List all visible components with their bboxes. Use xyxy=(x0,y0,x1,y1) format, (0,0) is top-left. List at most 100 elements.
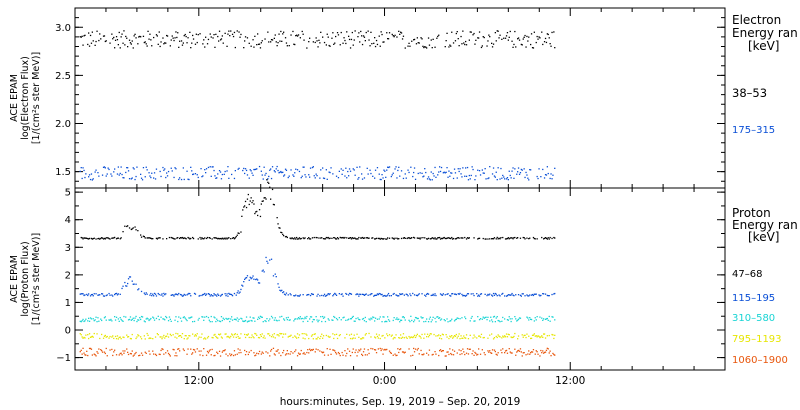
data-point xyxy=(514,236,516,239)
data-point xyxy=(446,318,448,320)
data-point xyxy=(207,293,210,295)
data-point xyxy=(166,172,168,174)
data-point xyxy=(503,176,505,178)
data-point xyxy=(442,334,444,336)
data-point xyxy=(534,238,536,240)
data-point xyxy=(281,289,283,291)
data-point xyxy=(286,319,288,321)
data-point xyxy=(138,36,140,38)
data-point xyxy=(204,316,206,318)
data-point xyxy=(544,318,547,320)
data-point xyxy=(178,46,180,48)
data-point xyxy=(381,238,383,240)
data-point xyxy=(79,333,81,335)
data-point xyxy=(386,238,388,240)
data-point xyxy=(462,167,464,169)
data-point xyxy=(439,170,442,173)
data-point xyxy=(481,318,483,320)
data-point xyxy=(159,237,161,239)
data-point xyxy=(232,336,235,338)
data-point xyxy=(527,295,529,297)
data-point xyxy=(211,348,213,351)
data-point xyxy=(279,289,281,291)
data-point xyxy=(458,333,460,335)
data-point xyxy=(127,170,130,172)
data-point xyxy=(144,321,146,323)
data-point xyxy=(295,294,297,296)
data-point xyxy=(486,294,488,297)
legend-entry: 175–315 xyxy=(732,125,775,136)
data-point xyxy=(384,337,386,339)
data-point xyxy=(123,352,125,354)
data-point xyxy=(450,295,452,297)
data-point xyxy=(374,45,377,48)
data-point xyxy=(372,237,374,239)
data-point xyxy=(374,169,377,171)
y-tick-label: 3 xyxy=(65,243,71,254)
data-point xyxy=(495,293,497,295)
data-point xyxy=(499,336,501,338)
data-point xyxy=(309,316,312,318)
data-point xyxy=(528,319,530,321)
data-point xyxy=(162,318,164,320)
data-point xyxy=(127,336,129,338)
data-point xyxy=(318,237,320,239)
data-point xyxy=(413,294,416,296)
data-point xyxy=(374,349,377,351)
data-point xyxy=(400,319,403,321)
data-point xyxy=(162,166,164,169)
data-point xyxy=(129,276,132,278)
data-point xyxy=(486,319,488,321)
data-point xyxy=(302,237,304,239)
data-point xyxy=(285,353,288,355)
data-point xyxy=(109,335,111,338)
data-point xyxy=(296,236,298,239)
data-point xyxy=(415,294,418,296)
data-point xyxy=(174,37,176,39)
data-point xyxy=(263,166,265,168)
data-point xyxy=(246,198,249,200)
data-point xyxy=(153,317,155,319)
data-point xyxy=(257,43,260,45)
data-point xyxy=(231,237,234,239)
data-point xyxy=(413,171,415,174)
data-point xyxy=(134,178,136,181)
data-point xyxy=(481,169,483,171)
data-point xyxy=(378,237,380,240)
data-point xyxy=(547,237,549,239)
data-point xyxy=(440,338,443,340)
y-axis-label: ACE EPAM xyxy=(9,74,20,122)
data-point xyxy=(233,31,236,34)
data-point xyxy=(315,338,317,340)
data-point xyxy=(267,333,269,335)
data-point xyxy=(96,321,98,323)
data-point xyxy=(209,166,211,168)
data-point xyxy=(242,320,244,322)
data-point xyxy=(533,31,535,33)
data-point xyxy=(344,337,346,339)
data-point xyxy=(150,337,152,339)
data-point xyxy=(169,318,171,320)
data-point xyxy=(408,319,410,321)
data-point xyxy=(512,46,514,48)
data-point xyxy=(322,335,325,337)
data-point xyxy=(195,33,197,35)
data-point xyxy=(362,237,365,239)
data-point xyxy=(515,46,517,48)
data-point xyxy=(93,353,95,355)
data-point xyxy=(277,169,279,172)
x-axis-label: hours:minutes, Sep. 19, 2019 – Sep. 20, … xyxy=(280,396,521,408)
data-point xyxy=(234,354,236,356)
data-point xyxy=(547,319,549,321)
data-point xyxy=(271,166,274,168)
data-point xyxy=(192,333,194,335)
data-point xyxy=(329,45,331,47)
data-point xyxy=(480,333,483,335)
data-point xyxy=(86,350,88,352)
data-point xyxy=(517,349,520,352)
data-point xyxy=(283,293,286,295)
data-point xyxy=(413,334,416,336)
legend-title: Energy ran xyxy=(732,218,798,232)
data-point xyxy=(289,335,291,337)
